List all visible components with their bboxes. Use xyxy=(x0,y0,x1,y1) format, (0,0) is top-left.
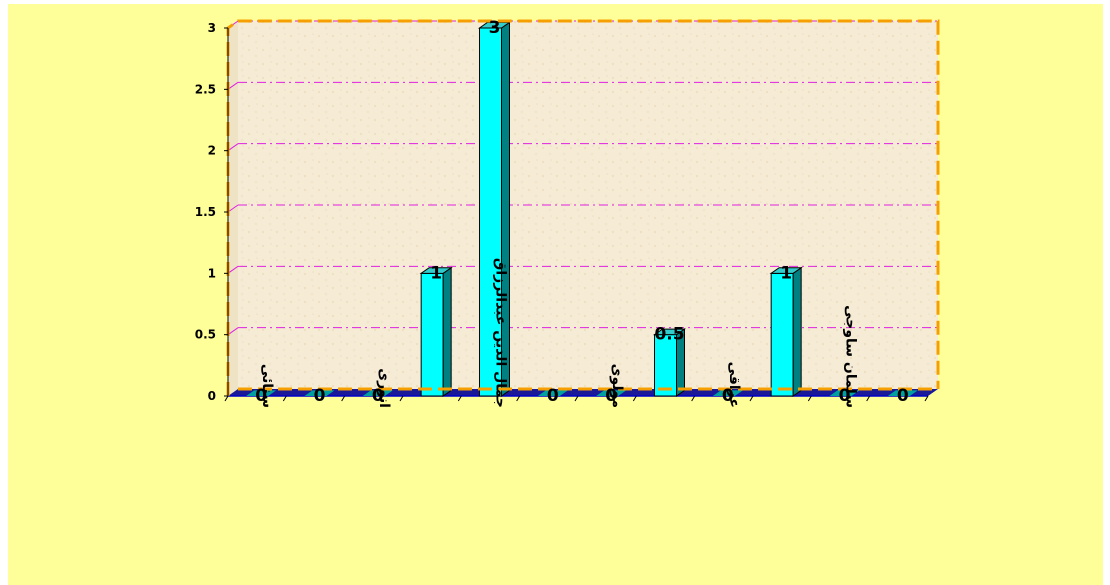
y-tick-label: 2.5 xyxy=(195,82,216,96)
bar xyxy=(246,390,277,396)
bar-top xyxy=(769,267,803,274)
x-tick xyxy=(516,395,521,402)
category-label: جمال الدین عبدالرزاق xyxy=(493,258,509,408)
x-tick xyxy=(399,395,404,402)
y-tick-label: 0.5 xyxy=(195,328,216,342)
data-label: 0 xyxy=(372,386,384,406)
bar xyxy=(769,266,803,397)
data-label: 0 xyxy=(547,386,559,406)
bar xyxy=(887,390,918,396)
x-tick xyxy=(282,395,287,402)
bar-front xyxy=(770,272,794,397)
category-label: عراقی xyxy=(726,362,742,408)
bar-flat xyxy=(887,390,918,396)
data-label: 0.5 xyxy=(654,325,684,345)
data-label: 1 xyxy=(780,263,792,283)
bar-flat xyxy=(712,390,743,396)
x-tick xyxy=(574,395,579,402)
data-label: 0 xyxy=(839,386,851,406)
bar-top xyxy=(652,328,687,336)
bar xyxy=(477,21,512,397)
category-label: سلمان ساوجی xyxy=(843,305,859,408)
y-tick-label: 3 xyxy=(208,21,216,35)
gridline-side xyxy=(227,265,239,274)
data-label: 1 xyxy=(430,263,442,283)
bar-flat xyxy=(537,390,568,396)
bar-top xyxy=(419,267,453,274)
bar-side xyxy=(792,266,802,397)
bar-flat xyxy=(829,390,860,396)
bar xyxy=(419,266,453,397)
gridline-side xyxy=(227,327,239,336)
bar xyxy=(712,390,743,396)
y-tick-label: 2 xyxy=(208,144,216,158)
y-tick-label: 1 xyxy=(208,266,216,280)
x-tick xyxy=(749,395,754,402)
bar-side xyxy=(442,266,452,397)
bar-flat xyxy=(596,390,627,396)
bar xyxy=(537,390,568,396)
data-label: 0 xyxy=(897,386,909,406)
x-tick xyxy=(341,395,346,402)
bar-flat xyxy=(304,390,335,396)
data-label: 0 xyxy=(255,386,267,406)
x-tick xyxy=(691,395,696,402)
bar xyxy=(362,390,393,396)
chart-area: 0 0.5 1 1.5 2 2.5 3 0 سنائی 0 0 انوری 1 3 جمال الدین … xyxy=(8,4,1103,585)
bar-flat xyxy=(246,390,277,396)
data-label: 0 xyxy=(314,386,326,406)
category-label: سنائی xyxy=(259,364,275,408)
bar xyxy=(304,390,335,396)
category-label: مولوی xyxy=(609,364,625,408)
data-label: 3 xyxy=(489,18,501,38)
y-tick-label: 1.5 xyxy=(195,205,216,219)
gridline-side xyxy=(227,81,239,90)
data-label: 0 xyxy=(722,386,734,406)
bar xyxy=(652,328,687,397)
x-tick xyxy=(632,395,637,402)
y-tick-label: 0 xyxy=(208,389,216,403)
bar xyxy=(829,390,860,396)
bar xyxy=(596,390,627,396)
x-tick xyxy=(866,395,871,402)
plot-floor xyxy=(228,389,938,396)
x-tick xyxy=(224,395,229,402)
category-label: انوری xyxy=(376,368,392,408)
gridline-side xyxy=(227,204,239,213)
x-tick xyxy=(807,395,812,402)
x-tick xyxy=(457,395,462,402)
bar-flat xyxy=(362,390,393,396)
x-tick xyxy=(924,395,929,402)
gridline-side xyxy=(227,143,239,152)
data-label: 0 xyxy=(605,386,617,406)
bar-front xyxy=(420,272,444,397)
